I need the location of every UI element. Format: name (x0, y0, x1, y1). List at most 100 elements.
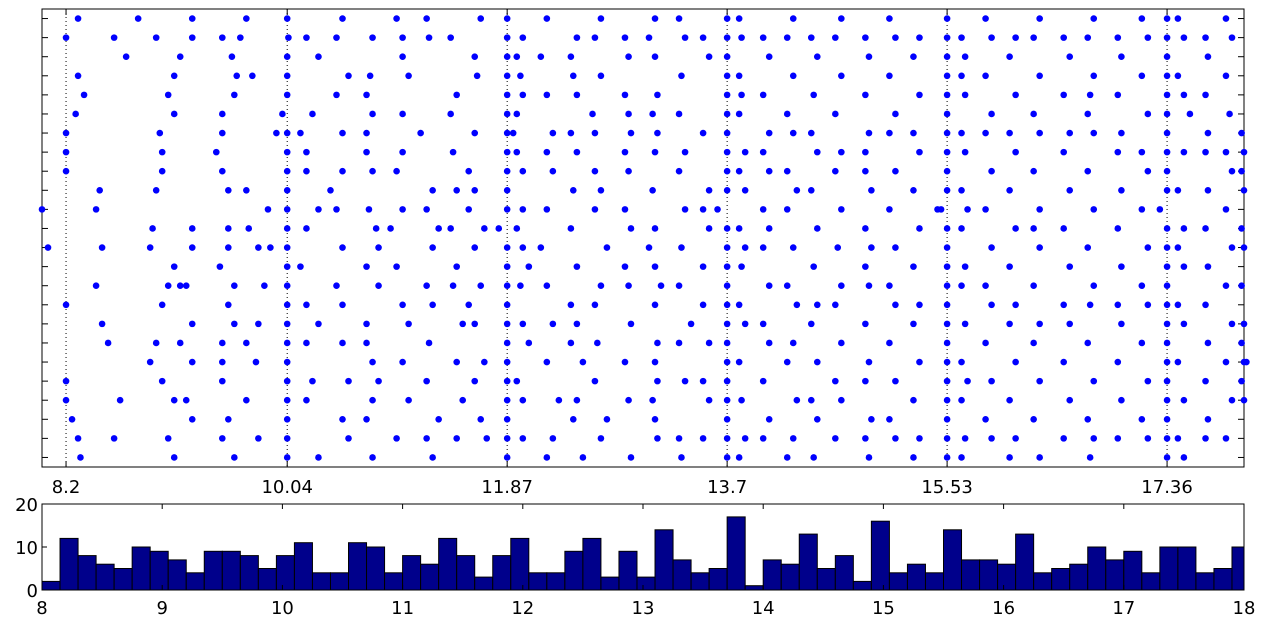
raster-point (225, 415, 232, 423)
raster-point (943, 148, 951, 156)
raster-point (649, 396, 656, 404)
raster-point (723, 186, 731, 194)
raster-point (243, 15, 250, 22)
raster-point (549, 320, 557, 328)
raster-point (517, 72, 524, 80)
raster-point (723, 415, 731, 423)
raster-point (363, 129, 370, 137)
raster-point (1238, 377, 1245, 385)
raster-point (225, 301, 232, 309)
raster-point (1222, 148, 1230, 156)
raster-point (723, 320, 731, 328)
raster-point (1118, 320, 1125, 328)
raster-point (261, 282, 268, 290)
raster-point (1066, 263, 1074, 270)
raster-point (555, 396, 563, 404)
raster-point (943, 225, 951, 232)
raster-point (1180, 34, 1188, 41)
raster-point (1036, 15, 1043, 22)
raster-point (1006, 396, 1013, 404)
raster-point (1202, 435, 1209, 442)
raster-point (303, 339, 310, 347)
raster-point (832, 110, 839, 118)
raster-point (279, 110, 286, 118)
raster-point (481, 225, 488, 232)
raster-point (862, 435, 869, 442)
raster-point (96, 186, 103, 194)
raster-point (1163, 377, 1171, 385)
raster-point (309, 377, 316, 385)
raster-point (1066, 186, 1074, 194)
histogram-bars (41, 516, 1245, 591)
raster-point (219, 34, 226, 41)
raster-point (621, 148, 629, 156)
raster-point (645, 244, 653, 251)
raster-point (1163, 320, 1171, 328)
raster-point (366, 72, 374, 80)
raster-point (1138, 206, 1146, 213)
raster-point (345, 435, 352, 442)
raster-point (943, 72, 951, 80)
raster-point (225, 225, 232, 232)
raster-point (92, 282, 100, 290)
raster-point (943, 53, 951, 61)
raster-point (958, 186, 965, 194)
raster-point (675, 167, 683, 175)
raster-point (503, 167, 511, 175)
raster-point (453, 91, 460, 99)
raster-point (465, 167, 473, 175)
histogram-bar (888, 572, 908, 591)
raster-point (1144, 244, 1152, 251)
raster-point (910, 454, 917, 461)
raster-point (77, 454, 84, 461)
raster-point (219, 435, 226, 442)
raster-point (654, 91, 661, 99)
raster-point (537, 244, 545, 251)
histogram-bar (1231, 546, 1245, 591)
raster-point (152, 339, 160, 347)
raster-point (1060, 435, 1067, 442)
raster-point (1036, 72, 1043, 80)
raster-point (503, 244, 511, 251)
raster-point (832, 301, 839, 309)
raster-point (38, 206, 46, 213)
raster-point (699, 377, 707, 385)
raster-point (678, 72, 685, 80)
raster-point (503, 282, 511, 290)
histogram-bar (1051, 568, 1071, 591)
raster-point (363, 148, 370, 156)
raster-point (303, 301, 310, 309)
raster-point (315, 320, 322, 328)
raster-point (982, 415, 989, 423)
histogram-y-tick-label: 0 (27, 581, 38, 602)
raster-point (651, 263, 659, 270)
raster-point (1226, 110, 1233, 118)
raster-point (1060, 91, 1067, 99)
raster-point (1118, 396, 1125, 404)
raster-point (519, 435, 527, 442)
raster-point (405, 320, 412, 328)
raster-point (1030, 339, 1037, 347)
raster-point (339, 301, 346, 309)
raster-point (158, 148, 166, 156)
histogram-bar (870, 520, 890, 591)
raster-point (649, 110, 656, 118)
histogram-x-tick-label: 8 (36, 598, 47, 619)
histogram-bar (167, 559, 187, 591)
raster-point (503, 110, 511, 118)
raster-point (231, 282, 238, 290)
raster-point (1036, 377, 1043, 385)
raster-point (723, 454, 731, 461)
histogram-bar (275, 555, 295, 591)
raster-point (219, 110, 226, 118)
raster-point (471, 186, 479, 194)
histogram-bar (1033, 572, 1053, 591)
raster-point (651, 15, 659, 22)
raster-point (838, 15, 845, 22)
raster-point (285, 34, 292, 41)
raster-point (225, 186, 232, 194)
histogram-bar (77, 555, 97, 591)
raster-point (937, 206, 945, 213)
raster-point (245, 225, 253, 232)
